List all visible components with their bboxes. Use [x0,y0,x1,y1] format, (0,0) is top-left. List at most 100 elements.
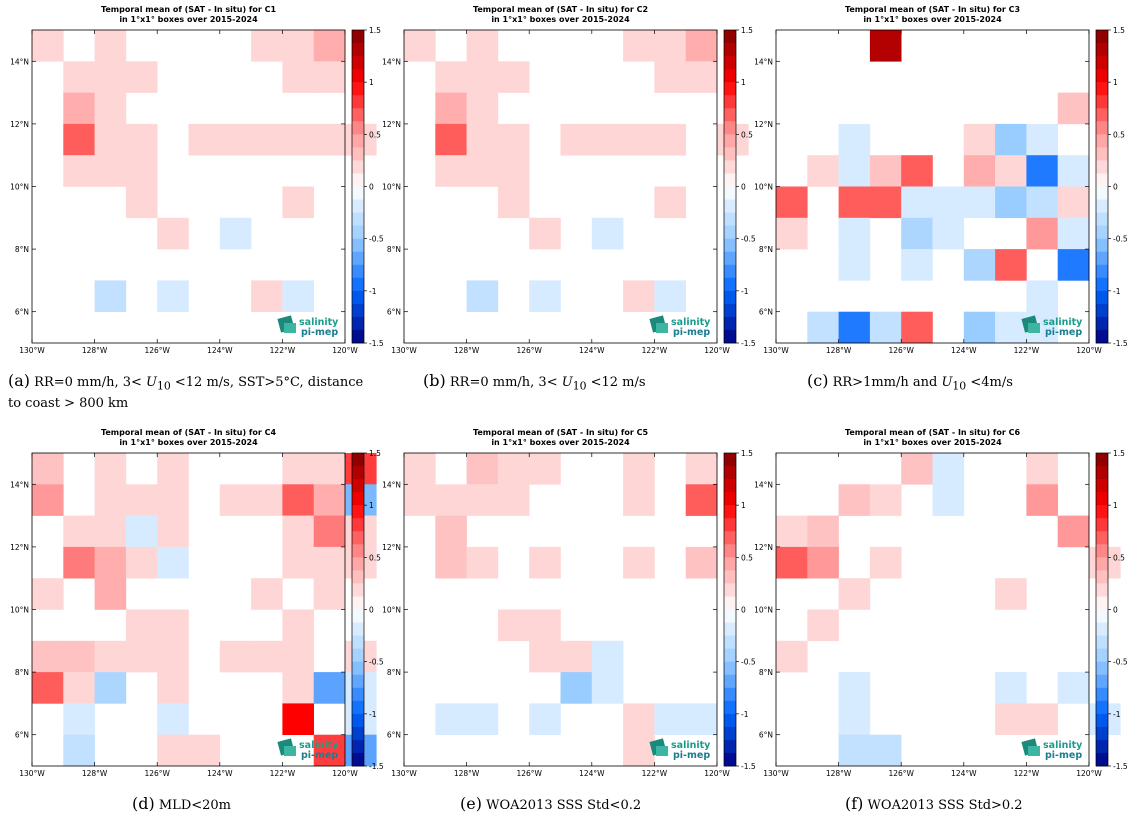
heatmap-cell [995,155,1027,187]
colorbar-segment [724,225,736,240]
heatmap-cell [435,515,467,548]
colorbar-tick-label: 1.5 [369,449,381,458]
heatmap-cell [497,61,530,93]
heatmap-cell [995,123,1027,156]
heatmap-cell [219,640,252,673]
heatmap-cell [529,280,561,312]
x-tick-label: 126°W [144,346,170,355]
colorbar-segment [352,108,364,122]
heatmap-cell [623,734,655,767]
heatmap-cell [157,484,189,516]
colorbar-tick-label: 0.5 [741,553,753,562]
heatmap-cell [63,92,95,125]
panel-subtitle: in 1°x1° boxes over 2015-2024 [119,438,258,447]
heatmap-cell [63,515,95,548]
heatmap-cell [32,640,64,673]
heatmap-cell [157,217,189,250]
colorbar-segment [724,713,736,728]
heatmap-cell [125,484,158,516]
caption-d-label: (d) [132,794,155,813]
heatmap-cell [313,30,346,62]
colorbar-tick-label: -1 [741,287,749,296]
x-tick-label: 120°W [1076,346,1102,355]
panel-subtitle: in 1°x1° boxes over 2015-2024 [863,15,1002,24]
heatmap-cell [685,703,718,735]
x-tick-label: 130°W [19,346,45,355]
colorbar-tick-label: 1.5 [741,449,753,458]
heatmap-cell [94,123,127,156]
heatmap-cell [901,155,933,187]
heatmap-cell [251,578,283,610]
heatmap-cell [1026,453,1058,485]
x-tick-label: 124°W [207,769,233,778]
colorbar-segment [724,251,736,266]
panel-subtitle: in 1°x1° boxes over 2015-2024 [491,15,630,24]
colorbar-tick-label: 0.5 [369,130,381,139]
x-tick-label: 130°W [391,769,417,778]
x-tick-label: 122°W [270,769,296,778]
heatmap-cell [623,30,655,62]
panel-title: Temporal mean of (SAT - In situ) for C3 [845,5,1020,14]
colorbar-segment [352,225,364,240]
heatmap-cell [654,280,686,312]
colorbar-segment [724,700,736,715]
heatmap-cell [963,123,996,156]
colorbar-tick-label: 0.5 [741,130,753,139]
colorbar-tick-label: 0 [1113,606,1118,615]
heatmap-cell [188,734,221,767]
colorbar-tick-label: 0 [1113,183,1118,192]
colorbar-tick-label: 1 [1113,78,1118,87]
heatmap-cell [776,640,808,673]
colorbar-tick-label: -0.5 [369,235,384,244]
colorbar-segment [352,466,364,480]
heatmap-cell [776,217,808,250]
colorbar-segment [1096,739,1108,754]
panel-subtitle: in 1°x1° boxes over 2015-2024 [119,15,258,24]
colorbar-tick-label: 1 [369,501,374,510]
colorbar-segment [352,583,364,597]
colorbar-segment [1096,186,1108,200]
colorbar-segment [724,30,736,44]
colorbar-tick-label: 0.5 [369,553,381,562]
colorbar-segment [724,674,736,689]
heatmap-cell [157,546,189,579]
colorbar-segment [1096,687,1108,702]
heatmap-cell [869,734,902,767]
heatmap-cell [1057,92,1090,125]
heatmap-cell [94,578,127,610]
logo-text-top: salinity [299,317,339,328]
heatmap-cell [466,123,499,156]
heatmap-cell [435,484,467,516]
heatmap-cell [776,515,808,548]
colorbar-segment [352,69,364,83]
y-tick-label: 8°N [15,668,29,677]
x-tick-label: 126°W [516,769,542,778]
colorbar-segment [1096,557,1108,571]
caption-f: (f) WOA2013 SSS Std>0.2 [845,795,1105,814]
colorbar-segment [1096,583,1108,597]
colorbar-segment [352,56,364,70]
heatmap-cell [282,61,314,93]
logo-text-bottom: pi-mep [673,750,710,761]
x-tick-label: 120°W [704,346,730,355]
colorbar-segment [1096,121,1108,135]
colorbar-segment [724,56,736,70]
heatmap-cell [623,484,655,516]
colorbar-segment [724,505,736,519]
y-tick-label: 8°N [759,668,773,677]
colorbar-segment [1096,290,1108,305]
heatmap-cell [995,186,1027,219]
heatmap-cell [901,217,933,250]
panel-6: Temporal mean of (SAT - In situ) for C6i… [754,428,1128,778]
logo-cube-icon [284,323,296,333]
x-tick-label: 130°W [19,769,45,778]
colorbar-segment [352,635,364,650]
y-tick-label: 12°N [382,120,401,129]
heatmap-cell [591,123,624,156]
heatmap-cell [963,186,996,219]
heatmap-cell [251,123,283,156]
heatmap-cell [94,92,127,125]
heatmap-cell [466,30,499,62]
panel-1: Temporal mean of (SAT - In situ) for C1i… [10,5,384,355]
colorbar-tick-label: -0.5 [1113,658,1128,667]
